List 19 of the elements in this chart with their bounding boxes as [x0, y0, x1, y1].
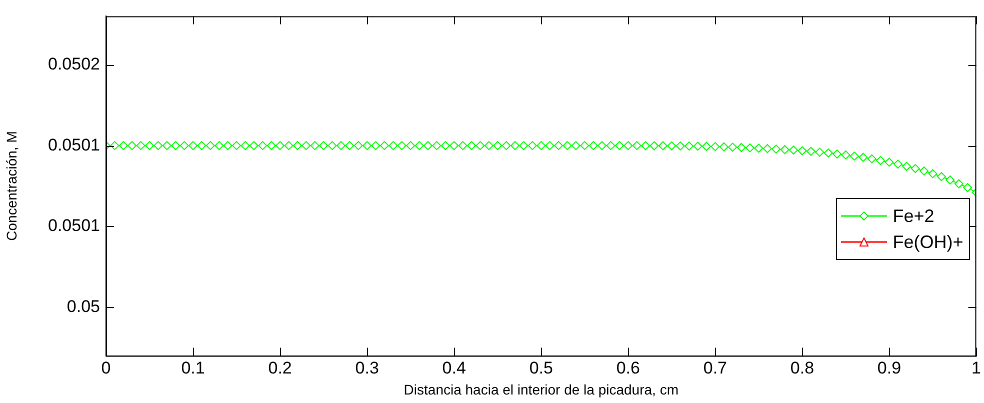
x-tick-label: 0.3: [355, 358, 379, 378]
legend-label: Fe(OH)+: [892, 232, 964, 252]
x-tick-label: 0: [101, 358, 111, 378]
legend-label: Fe+2: [892, 206, 934, 226]
y-tick-label: 0.0501: [48, 216, 100, 236]
x-tick-label: 0.2: [268, 358, 292, 378]
x-tick-label: 1: [972, 358, 982, 378]
x-tick-label: 0.4: [442, 358, 466, 378]
y-tick-label: 0.05: [66, 296, 100, 316]
x-tick-label: 0.5: [529, 358, 553, 378]
x-tick-label: 0.1: [181, 358, 205, 378]
x-tick-label: 0.8: [790, 358, 814, 378]
x-tick-label: 0.6: [616, 358, 640, 378]
x-tick-label: 0.9: [877, 358, 902, 378]
y-axis-title: Concentración, M: [3, 131, 20, 241]
y-tick-label: 0.0502: [48, 54, 100, 74]
x-tick-label: 0.7: [703, 358, 728, 378]
y-tick-label: 0.0501: [48, 135, 100, 154]
x-axis-title: Distancia hacia el interior de la picadura, cm: [404, 381, 678, 398]
